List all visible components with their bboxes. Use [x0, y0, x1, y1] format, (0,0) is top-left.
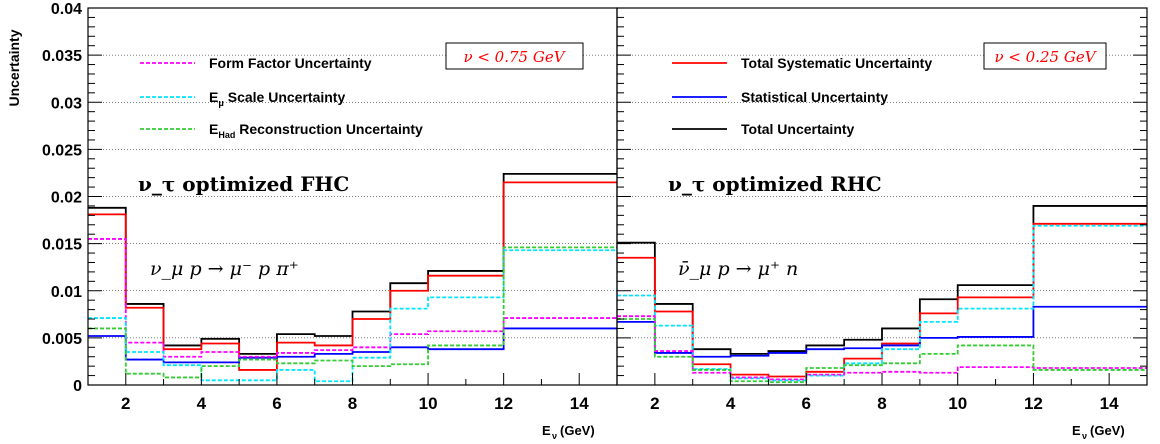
legend-label: Form Factor Uncertainty: [209, 55, 372, 71]
x-axis-title-sub: ν: [1082, 431, 1087, 441]
process-label: ν̄_μ p → μ⁺ n: [678, 258, 798, 280]
legend: Form Factor Uncertainty Eμ Scale Uncertai…: [140, 55, 423, 140]
annotation-box: ν < 0.75 GeV: [445, 42, 584, 70]
x-tick-label: 4: [197, 394, 207, 413]
legend-entry: Total Uncertainty: [672, 121, 855, 137]
annotation-cut: ν < 0.25 GeV: [994, 48, 1097, 66]
x-tick-label: 12: [494, 394, 513, 413]
legend-entry: Total Systematic Uncertainty: [672, 55, 932, 71]
series-lines: [617, 205, 1147, 384]
legend-entry: Statistical Uncertainty: [672, 89, 888, 105]
series-ehad: [617, 318, 1147, 384]
panel-rhc: 2 4 6 8 10 12 14 Total Systematic Uncertainty S…: [616, 7, 1148, 441]
x-tick-label: 2: [650, 394, 659, 413]
x-axis-title-unit: (GeV): [560, 423, 595, 438]
y-tick-label: 0.035: [42, 48, 82, 65]
x-axis-title-main: E: [542, 423, 551, 438]
y-tick-label: 0.025: [42, 142, 82, 159]
axis-ticks: 2 4 6 8 10 12 14: [616, 7, 1148, 413]
y-tick-label: 0.03: [51, 95, 82, 112]
x-axis-title-sub: ν: [552, 431, 557, 441]
x-tick-label: 2: [121, 394, 130, 413]
legend-label: Eμ Scale Uncertainty: [209, 89, 345, 108]
panel-fhc: 2 4 6 8 10 12 14 0 0.005 0.01 0.015 0.02 0.025 0.03 0.…: [42, 1, 618, 441]
y-tick-label: 0.015: [42, 237, 82, 254]
panel-title: ν_τ optimized RHC: [668, 172, 882, 196]
legend-entry: EHad Reconstruction Uncertainty: [140, 121, 423, 140]
y-tick-label: 0.01: [51, 284, 82, 301]
series-total-sys: [617, 222, 1147, 378]
series-emu-scale: [617, 224, 1147, 382]
series-form-factor: [617, 315, 1147, 381]
annotation-box: ν < 0.25 GeV: [983, 42, 1107, 70]
x-tick-label: 10: [419, 394, 438, 413]
legend-label: Total Uncertainty: [741, 121, 855, 137]
y-tick-label: 0.02: [51, 190, 82, 207]
series-lines: [88, 172, 617, 383]
legend-label: Total Systematic Uncertainty: [741, 55, 932, 71]
legend-label: Statistical Uncertainty: [741, 89, 888, 105]
x-axis-title-unit: (GeV): [1090, 423, 1125, 438]
annotation-frame: [983, 42, 1107, 70]
x-tick-label: 14: [570, 394, 589, 413]
x-tick-label: 6: [272, 394, 281, 413]
x-tick-label: 10: [948, 394, 967, 413]
y-tick-label: 0.04: [51, 1, 82, 18]
legend-entry: Eμ Scale Uncertainty: [140, 89, 345, 108]
x-tick-label: 8: [348, 394, 357, 413]
x-axis-title: E ν (GeV): [1072, 423, 1125, 441]
series-form-factor: [88, 238, 617, 358]
annotation-frame: [445, 42, 584, 70]
x-tick-label: 12: [1024, 394, 1043, 413]
x-tick-label: 8: [877, 394, 886, 413]
x-axis-title: E ν (GeV): [542, 423, 595, 441]
panel-title: ν_τ optimized FHC: [138, 172, 349, 196]
y-tick-label: 0.005: [42, 331, 82, 348]
x-axis-title-main: E: [1072, 423, 1081, 438]
series-ehad: [88, 246, 617, 379]
x-tick-label: 6: [802, 394, 811, 413]
y-axis-title: Uncertainty: [6, 29, 22, 106]
y-tick-label: 0: [73, 378, 82, 395]
series-total-sys: [88, 181, 617, 371]
x-tick-label: 4: [726, 394, 736, 413]
annotation-cut: ν < 0.75 GeV: [463, 48, 566, 66]
series-emu-scale: [88, 249, 617, 383]
legend-label: EHad Reconstruction Uncertainty: [209, 121, 423, 140]
legend: Total Systematic Uncertainty Statistical …: [672, 55, 932, 137]
process-label: ν_μ p → μ⁻ p π⁺: [150, 258, 299, 280]
x-tick-label: 14: [1100, 394, 1119, 413]
legend-entry: Form Factor Uncertainty: [140, 55, 372, 71]
